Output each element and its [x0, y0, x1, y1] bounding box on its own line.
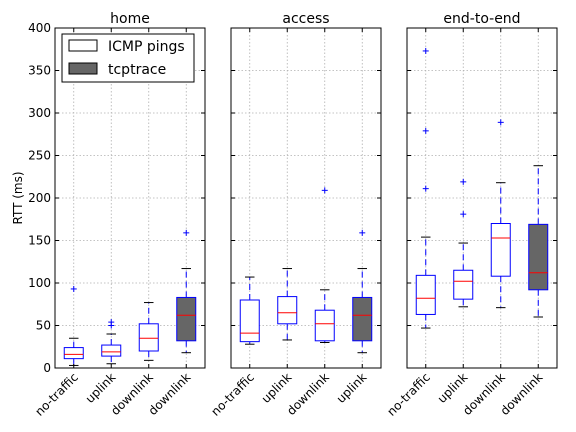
y-tick-label: 200 [28, 191, 51, 205]
y-tick-label: 300 [28, 106, 51, 120]
y-tick-label: 50 [36, 319, 51, 333]
panel-title: access [282, 11, 329, 27]
flier-marker [497, 119, 504, 126]
flier-marker [422, 185, 429, 192]
flier-marker [359, 229, 366, 236]
y-tick-label: 0 [43, 361, 51, 375]
panel-title: home [110, 11, 150, 27]
box-iqr [490, 223, 511, 277]
box-uplink [277, 268, 298, 341]
box-uplink [101, 319, 122, 365]
flier-marker [422, 127, 429, 134]
box-downlink [314, 187, 335, 343]
panel-title: end-to-end [443, 11, 520, 27]
y-tick-label: 150 [28, 234, 51, 248]
legend-label-tcptrace: tcptrace [108, 62, 166, 78]
box-iqr [453, 269, 474, 300]
flier-marker [321, 187, 328, 194]
legend: ICMP pings tcptrace [61, 33, 195, 83]
legend-swatch-tcptrace [68, 62, 98, 75]
y-tick-label: 350 [28, 64, 51, 78]
box-iqr [63, 347, 84, 360]
box-downlink [528, 165, 549, 318]
box-iqr [239, 299, 260, 343]
box-downlink [138, 302, 159, 361]
box-iqr [528, 223, 549, 291]
y-tick-label: 400 [28, 21, 51, 35]
flier-marker [108, 319, 115, 326]
box-uplink [352, 229, 373, 354]
box-no-traffic [415, 47, 436, 329]
y-tick-label: 250 [28, 149, 51, 163]
box-iqr [277, 296, 298, 325]
box-iqr [101, 344, 122, 357]
box-iqr [415, 274, 436, 315]
box-downlink [490, 119, 511, 309]
flier-marker [460, 178, 467, 185]
box-downlink [176, 229, 197, 354]
box-iqr [138, 323, 159, 352]
y-axis-label: RTT (ms) [11, 171, 25, 224]
legend-label-icmp: ICMP pings [108, 39, 185, 55]
flier-marker [422, 47, 429, 54]
flier-marker [183, 229, 190, 236]
box-iqr [176, 296, 197, 342]
box-uplink [453, 178, 474, 308]
box-no-traffic [63, 285, 84, 366]
flier-marker [460, 211, 467, 218]
box-iqr [314, 309, 335, 342]
legend-swatch-icmp [68, 39, 98, 52]
box-no-traffic [239, 276, 260, 345]
y-tick-label: 100 [28, 276, 51, 290]
flier-marker [70, 285, 77, 292]
box-iqr [352, 296, 373, 342]
